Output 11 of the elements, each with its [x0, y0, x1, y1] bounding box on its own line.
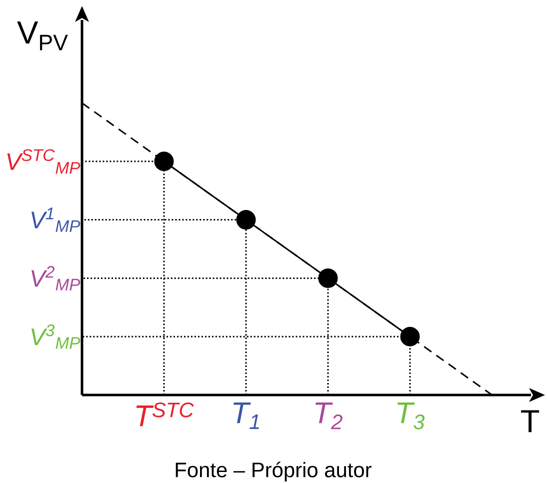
- x-tick-label: T$_{2}$: [315, 402, 342, 430]
- y-axis-title: V$_{PV}$: [17, 22, 68, 50]
- x-axis-title: T: [521, 410, 540, 432]
- text: V$^{STC}$MP: [7, 149, 80, 174]
- text: V$^{2}$MP: [32, 266, 80, 290]
- x-tick-label: T$^{STC}$: [136, 402, 194, 426]
- text: V$^{1}$MP: [32, 208, 80, 232]
- x-tick-label: T$_{3}$: [397, 402, 425, 430]
- text: V$^{3}$MP: [32, 324, 80, 349]
- source-note: Fonte – Próprio autor: [176, 462, 372, 482]
- x-tick-label: T$_{1}$: [233, 402, 259, 429]
